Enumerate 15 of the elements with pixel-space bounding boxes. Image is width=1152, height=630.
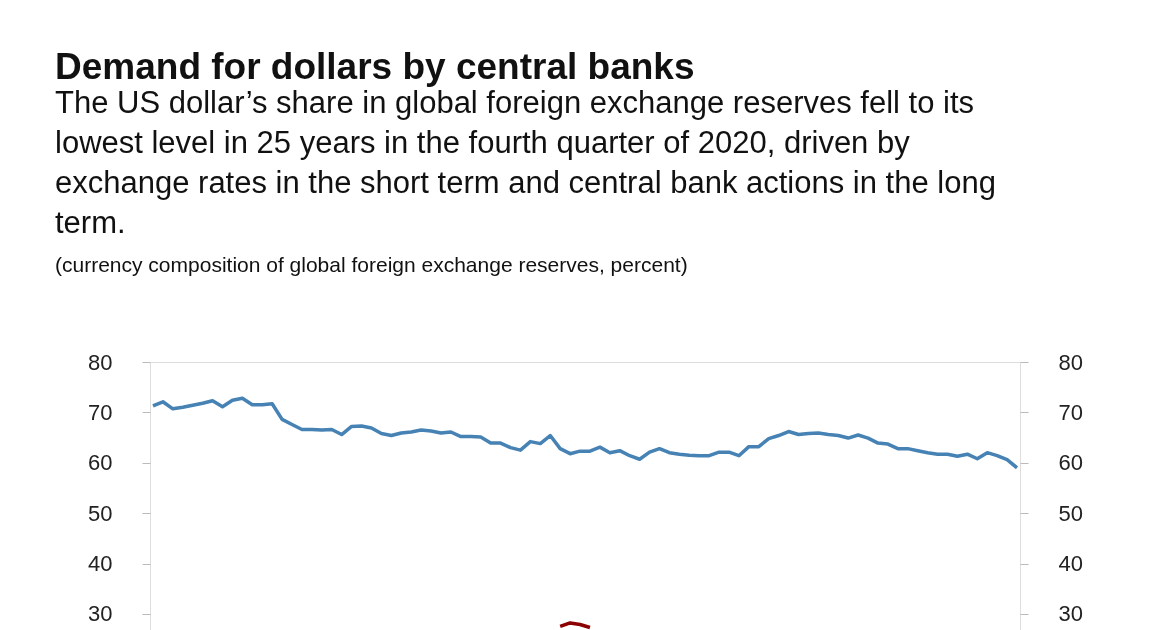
- y2-tick-label: 60: [1058, 450, 1083, 476]
- y2-tick-label: 80: [1058, 349, 1083, 375]
- y-tick-label: 40: [88, 551, 113, 576]
- y-tick-label: 70: [88, 399, 113, 425]
- line-series: [151, 396, 1019, 470]
- y2-tick-label: 30: [1058, 601, 1083, 627]
- text: (currency composition of global foreign exchange reserves, percent): [55, 253, 688, 276]
- y-tick-label: 80: [88, 349, 113, 375]
- y-tick-label: 50: [88, 500, 113, 526]
- chart-title: Demand for dollars by central banks: [55, 46, 695, 87]
- y-tick-label: 30: [88, 601, 113, 627]
- y2-tick-label: 50: [1058, 500, 1083, 526]
- y2-tick-label: 40: [1058, 551, 1083, 576]
- y2-tick-label: 70: [1058, 399, 1083, 425]
- y-tick-label: 60: [88, 450, 113, 476]
